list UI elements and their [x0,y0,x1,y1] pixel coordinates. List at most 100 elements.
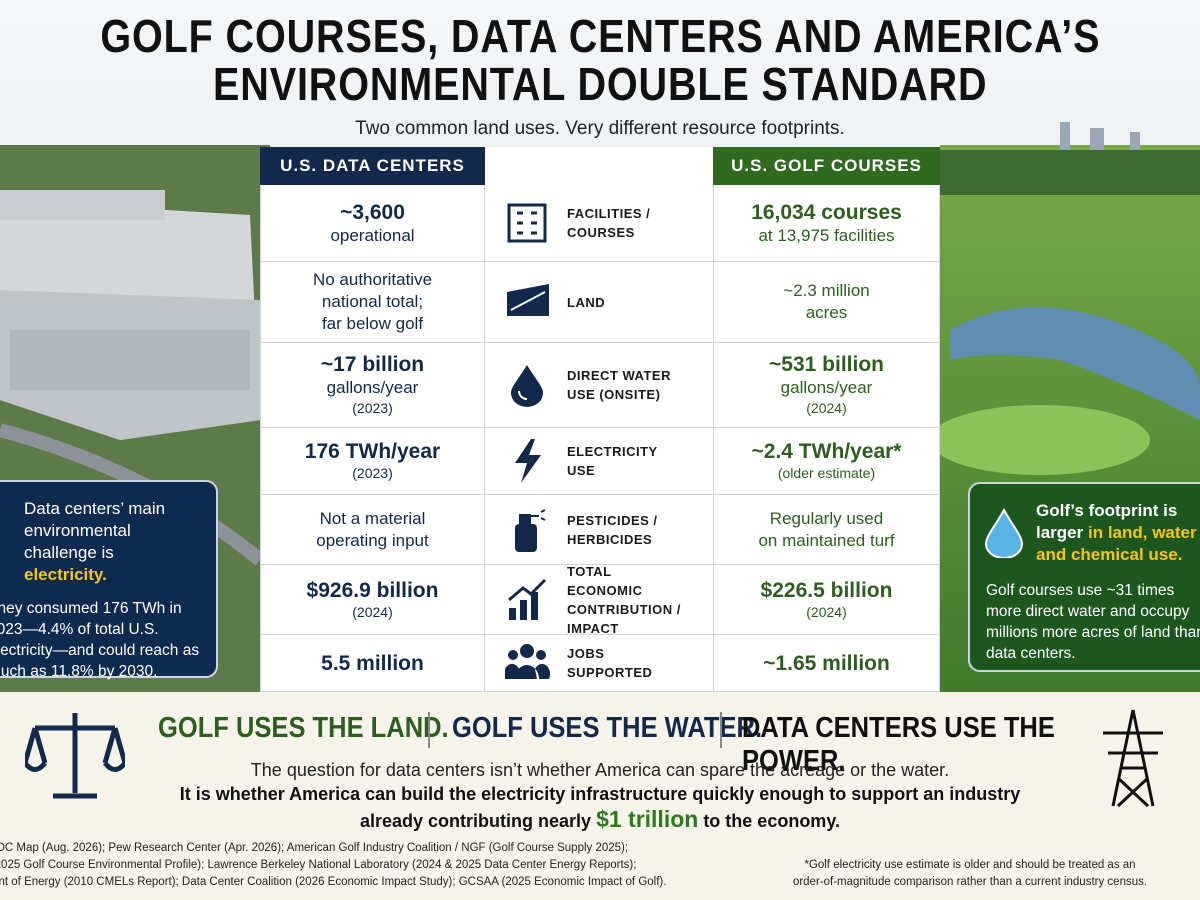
cell-line: 176 TWh/year [304,440,441,463]
cell-line: on maintained turf [758,530,895,550]
row-label-text: TOTAL ECONOMIC CONTRIBUTION / IMPACT [567,563,681,636]
cell-line: operating input [316,530,429,550]
source-line: GCSAA (2025 Golf Course Environmental Pr… [0,859,637,871]
cell-line: far below golf [321,314,424,333]
cell-line: acres [805,303,848,322]
row-label-text: LAND [567,294,606,310]
cell-line: at 13,975 facilities [758,225,895,245]
scales-icon [25,713,125,799]
cell-line: ~531 billion [769,353,884,376]
title: GOLF COURSES, DATA CENTERS AND AMERICA’S… [0,12,1200,108]
title-line: GOLF COURSES, DATA CENTERS AND AMERICA’S [0,12,1200,60]
cell-line: ~1.65 million [763,651,890,675]
cell-line: Regularly used [769,508,884,528]
cell-line: ~17 billion [320,353,425,376]
row-icon [505,644,551,679]
subtitle: Two common land uses. Very different res… [355,118,845,139]
cell-line: gallons/year [326,378,419,397]
banner [0,692,1200,900]
source-line: Department of Energy (2010 CMELs Report)… [0,876,667,888]
row-label-text: PESTICIDES / HERBICIDES [567,512,658,547]
cell-line: (2024) [806,400,847,416]
left-callout: Data centers’ main environmental challen… [0,480,218,680]
slogan: GOLF USES THE WATER. [452,712,763,744]
slogan: DATA CENTERS USE THE POWER. [742,712,1055,777]
title-text: ENVIRONMENTAL DOUBLE STANDARD [212,58,988,110]
title-line: ENVIRONMENTAL DOUBLE STANDARD [0,60,1200,108]
table-cell: 16,034 courses at 13,975 facilities [713,185,940,262]
table-cell: No authoritative national total; far below… [260,262,485,343]
table-cell: 5.5 million [260,635,485,692]
cell-line: (2024) [806,603,847,620]
title-text: GOLF COURSES, DATA CENTERS AND AMERICA’S [100,10,1100,62]
divider [428,712,430,748]
cell-line: (2024) [352,603,393,620]
callout-highlight: in land, water and chemical use. [1036,523,1197,564]
cell-line: 16,034 courses [751,200,902,224]
banner-line: already contributing nearly $1 trillion … [0,806,1200,833]
table-cell: ~17 billion gallons/year (2023) [260,343,485,428]
row-icon [507,203,547,243]
right-callout: Golf’s footprint is larger in land, wate… [968,482,1200,672]
cell-line: (2023) [352,465,393,481]
row-label-text: FACILITIES / COURSES [567,206,651,240]
row-label: LAND [485,262,713,343]
row-label: JOBS SUPPORTED [485,635,713,692]
cell-line: operational [330,225,415,245]
cell-line: 5.5 million [321,651,424,675]
row-icon [511,365,543,407]
cell-line: (2023) [352,400,393,416]
cell-line: No authoritative [312,270,433,289]
header-spacer [485,147,713,185]
callout-body: They consumed 176 TWh in 2023—4.4% of to… [0,600,200,680]
table-cell: ~3,600 operational [260,185,485,262]
cell-line: $926.9 billion [306,578,439,602]
cell-line: ~3,600 [340,200,405,224]
footnote: *Golf electricity use estimate is older … [760,857,1180,891]
row-label-text: ELECTRICITY USE [567,444,658,478]
table-cell: Regularly used on maintained turf [713,495,940,565]
text: already contributing nearly [360,811,597,831]
row-label-text: DIRECT WATER USE (ONSITE) [567,368,671,402]
callout-body: Golf courses use ~31 times more direct w… [986,582,1200,662]
cell-line: Not a material [319,508,426,528]
source-line: Sources: DC Map (Aug. 2026); Pew Researc… [0,842,629,854]
sources: Sources: DC Map (Aug. 2026); Pew Researc… [0,840,708,891]
cell-line: national total; [321,292,424,311]
text: to the economy. [698,811,840,831]
banner-line: It is whether America can build the elec… [179,784,1021,804]
table-cell: ~2.4 TWh/year* (older estimate) [713,428,940,495]
row-icon [515,508,546,552]
note-line: *Golf electricity use estimate is older … [804,859,1136,871]
power-tower-icon [1103,709,1163,808]
table-cell: $226.5 billion (2024) [713,565,940,635]
slogan: GOLF USES THE LAND. [158,712,449,744]
table-cell: ~2.3 million acres [713,262,940,343]
row-label: TOTAL ECONOMIC CONTRIBUTION / IMPACT [485,563,713,636]
table-cell: ~1.65 million [713,635,940,692]
note-line: order-of-magnitude comparison rather tha… [792,876,1148,888]
table-cell: ~531 billion gallons/year (2024) [713,343,940,428]
right-header: U.S. GOLF COURSES [713,147,940,185]
cell-line: ~2.4 TWh/year* [751,440,902,463]
row-label: DIRECT WATER USE (ONSITE) [485,343,713,428]
cell-line: (older estimate) [777,465,876,481]
row-label: FACILITIES / COURSES [485,185,713,262]
callout-title: Data centers’ main environmental challen… [24,499,166,562]
cell-line: ~2.3 million [783,281,870,300]
divider [720,712,722,748]
water-icon [984,508,1024,558]
left-header: U.S. DATA CENTERS [260,147,485,185]
cell-line: $226.5 billion [760,578,893,602]
table-cell: 176 TWh/year (2023) [260,428,485,495]
cell-line: gallons/year [780,378,873,397]
row-label: ELECTRICITY USE [485,428,713,495]
table-cell: $926.9 billion (2024) [260,565,485,635]
banner-line: The question for data centers isn’t whet… [250,760,950,780]
row-icon [508,578,547,620]
highlight: $1 trillion [596,806,699,832]
table-cell: Not a material operating input [260,495,485,565]
row-label-text: JOBS SUPPORTED [567,646,653,680]
callout-highlight: electricity. [24,565,107,584]
